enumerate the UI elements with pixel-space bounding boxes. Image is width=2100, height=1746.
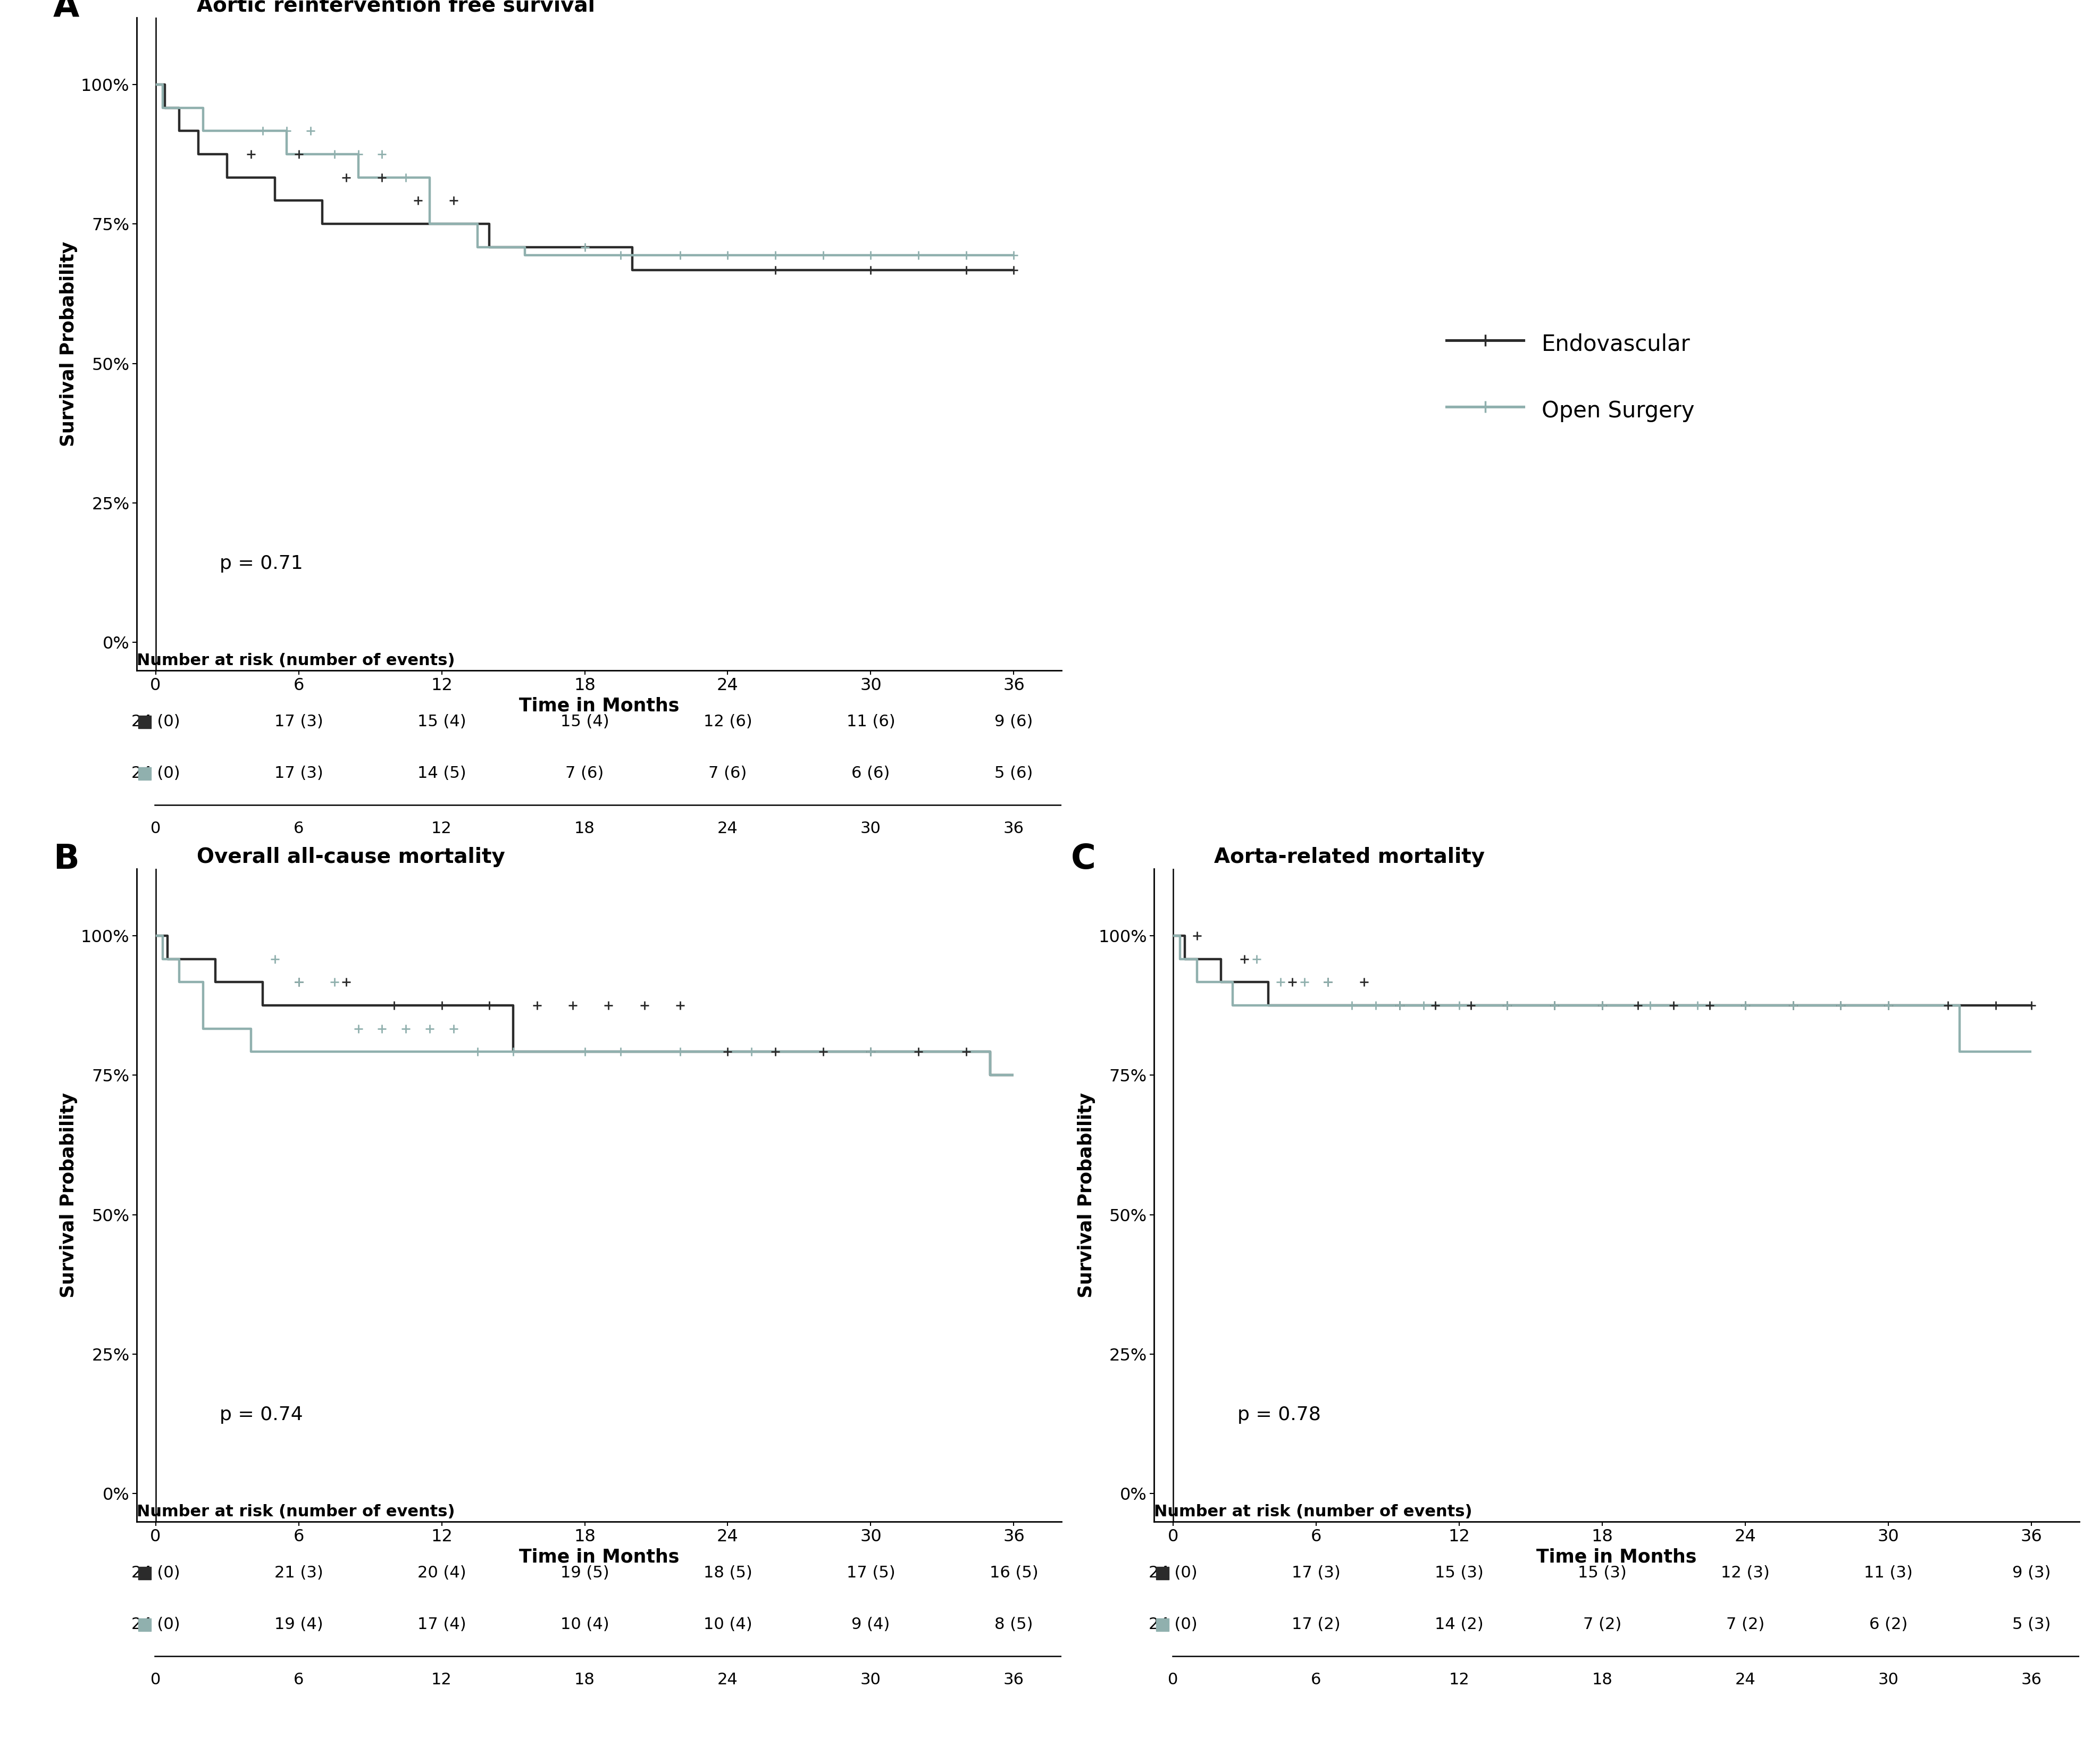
- Text: 15 (4): 15 (4): [561, 714, 609, 730]
- Text: 24 (0): 24 (0): [130, 1617, 181, 1633]
- Text: 36: 36: [2020, 1673, 2041, 1688]
- Text: 17 (3): 17 (3): [275, 766, 323, 780]
- Text: 6: 6: [294, 1673, 304, 1688]
- Text: p = 0.74: p = 0.74: [220, 1406, 302, 1423]
- Text: 18: 18: [575, 821, 594, 836]
- Y-axis label: Survival Probability: Survival Probability: [1077, 1093, 1096, 1297]
- Text: 10 (4): 10 (4): [704, 1617, 752, 1633]
- Text: 7 (2): 7 (2): [1726, 1617, 1764, 1633]
- Text: 12: 12: [430, 1673, 451, 1688]
- Text: 24 (0): 24 (0): [130, 1566, 181, 1580]
- Legend: Endovascular, Open Surgery: Endovascular, Open Surgery: [1424, 307, 1716, 445]
- Text: 6 (2): 6 (2): [1869, 1617, 1907, 1633]
- Text: p = 0.71: p = 0.71: [220, 555, 302, 573]
- Text: 7 (6): 7 (6): [708, 766, 748, 780]
- Text: 8 (5): 8 (5): [995, 1617, 1033, 1633]
- Text: 24: 24: [1735, 1673, 1756, 1688]
- Text: 11 (3): 11 (3): [1865, 1566, 1913, 1580]
- Text: 6: 6: [294, 821, 304, 836]
- Y-axis label: Survival Probability: Survival Probability: [59, 1093, 78, 1297]
- Text: 12: 12: [430, 821, 451, 836]
- Text: 17 (2): 17 (2): [1291, 1617, 1340, 1633]
- Text: C: C: [1071, 843, 1096, 875]
- X-axis label: Time in Months: Time in Months: [1537, 1549, 1697, 1566]
- Text: p = 0.78: p = 0.78: [1237, 1406, 1321, 1423]
- Text: 30: 30: [861, 821, 882, 836]
- Text: 9 (6): 9 (6): [995, 714, 1033, 730]
- Text: 36: 36: [1004, 1673, 1025, 1688]
- Text: 12 (6): 12 (6): [704, 714, 752, 730]
- Text: 30: 30: [861, 1673, 882, 1688]
- Text: 5 (3): 5 (3): [2012, 1617, 2050, 1633]
- Text: 14 (5): 14 (5): [418, 766, 466, 780]
- Text: 5 (6): 5 (6): [995, 766, 1033, 780]
- Text: 12: 12: [1449, 1673, 1470, 1688]
- Text: 0: 0: [1168, 1673, 1178, 1688]
- Text: 15 (3): 15 (3): [1434, 1566, 1483, 1580]
- Text: 36: 36: [1004, 821, 1025, 836]
- Text: 12 (3): 12 (3): [1720, 1566, 1770, 1580]
- Text: 15 (4): 15 (4): [418, 714, 466, 730]
- X-axis label: Time in Months: Time in Months: [519, 697, 678, 714]
- Text: 0: 0: [151, 1673, 162, 1688]
- Text: 20 (4): 20 (4): [418, 1566, 466, 1580]
- Text: A: A: [52, 0, 80, 24]
- Text: 17 (3): 17 (3): [275, 714, 323, 730]
- Text: Number at risk (number of events): Number at risk (number of events): [1155, 1505, 1472, 1519]
- Text: Number at risk (number of events): Number at risk (number of events): [136, 1505, 456, 1519]
- Text: Time in Months: Time in Months: [519, 1011, 678, 1030]
- Text: B: B: [52, 843, 80, 875]
- Text: Aortic reintervention free survival: Aortic reintervention free survival: [197, 0, 594, 16]
- Text: 18 (5): 18 (5): [704, 1566, 752, 1580]
- Text: 24 (0): 24 (0): [1149, 1566, 1197, 1580]
- Text: 7 (6): 7 (6): [565, 766, 605, 780]
- Text: 21 (3): 21 (3): [275, 1566, 323, 1580]
- Text: Number at risk (number of events): Number at risk (number of events): [136, 653, 456, 669]
- X-axis label: Time in Months: Time in Months: [519, 1549, 678, 1566]
- Text: 11 (6): 11 (6): [846, 714, 895, 730]
- Text: 0: 0: [151, 821, 162, 836]
- Text: 7 (2): 7 (2): [1583, 1617, 1621, 1633]
- Text: 17 (5): 17 (5): [846, 1566, 895, 1580]
- Text: Overall all-cause mortality: Overall all-cause mortality: [197, 847, 504, 868]
- Text: 9 (4): 9 (4): [853, 1617, 890, 1633]
- Text: 24: 24: [718, 821, 737, 836]
- Text: 24: 24: [718, 1673, 737, 1688]
- Text: 30: 30: [1877, 1673, 1898, 1688]
- Text: 19 (5): 19 (5): [561, 1566, 609, 1580]
- Text: 19 (4): 19 (4): [275, 1617, 323, 1633]
- Text: 24 (0): 24 (0): [130, 714, 181, 730]
- Text: Aorta-related mortality: Aorta-related mortality: [1214, 847, 1485, 868]
- Text: 17 (4): 17 (4): [418, 1617, 466, 1633]
- Text: 18: 18: [1592, 1673, 1613, 1688]
- Text: 6: 6: [1310, 1673, 1321, 1688]
- Text: 14 (2): 14 (2): [1434, 1617, 1483, 1633]
- Text: 18: 18: [575, 1673, 594, 1688]
- Text: 10 (4): 10 (4): [561, 1617, 609, 1633]
- Y-axis label: Survival Probability: Survival Probability: [59, 241, 78, 447]
- Text: 17 (3): 17 (3): [1291, 1566, 1340, 1580]
- Text: 24 (0): 24 (0): [130, 766, 181, 780]
- Text: 16 (5): 16 (5): [989, 1566, 1037, 1580]
- Text: 15 (3): 15 (3): [1577, 1566, 1628, 1580]
- Text: 6 (6): 6 (6): [853, 766, 890, 780]
- Text: 9 (3): 9 (3): [2012, 1566, 2050, 1580]
- Text: 24 (0): 24 (0): [1149, 1617, 1197, 1633]
